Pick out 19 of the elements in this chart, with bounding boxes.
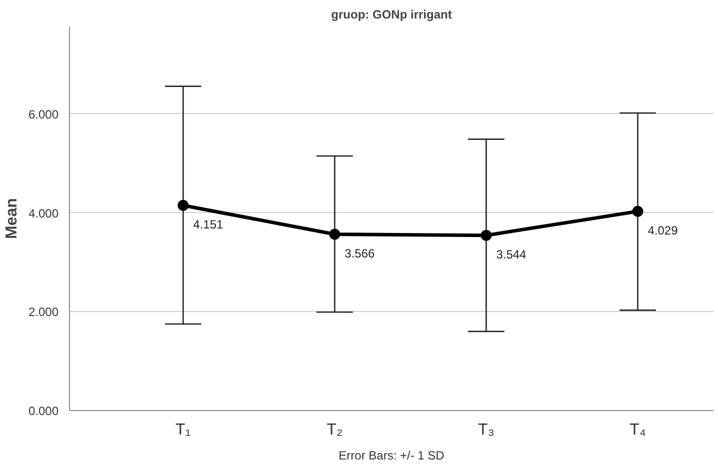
- point: [178, 200, 189, 211]
- point: [480, 230, 492, 241]
- data-label: 3.566: [344, 246, 376, 260]
- chart-title: gruop: GONp irrigant: [331, 8, 452, 22]
- point: [329, 228, 340, 240]
- x-tick-label: T₂: [326, 422, 343, 438]
- text: Error Bars: +/- 1 SD: [338, 448, 445, 462]
- x-tick-label: T₄: [630, 422, 646, 438]
- x-tick-label: T₁: [176, 422, 191, 438]
- point: [632, 206, 644, 217]
- data-label: 3.544: [496, 247, 527, 262]
- data-label: 4.029: [648, 223, 678, 238]
- x-tick-label: T₃: [478, 422, 494, 438]
- y-tick-label: 4.000: [28, 206, 59, 220]
- y-tick-label: 0.000: [28, 404, 59, 418]
- data-label: 4.151: [193, 217, 224, 232]
- y-axis-title: Mean: [3, 198, 20, 239]
- y-tick-label: 2.000: [28, 305, 59, 320]
- y-tick-label: 6.000: [28, 107, 59, 122]
